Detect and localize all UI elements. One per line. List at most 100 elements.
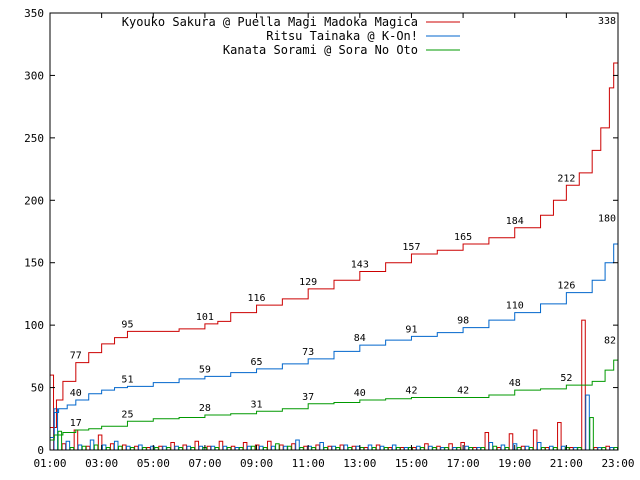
data-label: 52 — [560, 373, 572, 384]
lines-layer — [50, 27, 619, 441]
activity-bar — [283, 445, 288, 451]
data-label: 25 — [121, 409, 133, 420]
data-label: 126 — [557, 281, 575, 292]
activity-bar — [246, 445, 252, 451]
y-tick-label: 350 — [24, 7, 44, 20]
activity-bar — [291, 443, 296, 451]
activity-bar — [549, 445, 554, 451]
activity-bar — [295, 439, 300, 451]
activity-bar — [500, 444, 506, 451]
data-label: 184 — [506, 216, 524, 227]
activity-bar — [77, 444, 83, 451]
plot-border — [49, 12, 619, 451]
x-tick-label: 01:00 — [33, 457, 66, 470]
data-label: 40 — [354, 388, 366, 399]
activity-bar — [61, 443, 67, 451]
data-label: 17 — [70, 418, 82, 429]
activity-bar — [303, 445, 308, 451]
data-label: 165 — [454, 232, 472, 243]
data-label: 82 — [604, 336, 616, 347]
data-label: 77 — [70, 351, 82, 362]
activity-bar — [536, 442, 542, 451]
activity-bar — [424, 443, 429, 451]
data-label: 116 — [248, 293, 266, 304]
x-tick-label: 09:00 — [240, 457, 273, 470]
activity-bar — [206, 445, 212, 451]
activity-bar — [520, 445, 526, 451]
activity-bar — [436, 445, 441, 451]
activity-bar — [198, 445, 204, 451]
activity-bar — [524, 445, 530, 451]
data-label: 65 — [251, 357, 263, 368]
activity-bar — [122, 444, 127, 451]
data-label: 157 — [402, 242, 420, 253]
activity-bar — [109, 443, 115, 451]
axes-layer: 0 50 100 150 200 250 300 350 01:00 03:00 05:00 07:0… — [24, 7, 634, 470]
activity-bar — [448, 443, 453, 451]
activity-bar — [174, 445, 179, 451]
activity-bar — [162, 445, 167, 451]
activity-bar — [492, 445, 498, 451]
activity-bar — [391, 444, 397, 451]
activity-bar — [158, 445, 163, 451]
data-label: 28 — [199, 403, 211, 414]
labels-layer: 77 95 101 116 129 143 157 165 184 212 338 40 51 59 65 7… — [70, 16, 616, 429]
data-label: 110 — [506, 301, 524, 312]
data-label: 91 — [405, 324, 417, 335]
activity-bar — [230, 445, 236, 451]
activity-bar — [218, 440, 224, 451]
data-label: 73 — [302, 347, 314, 358]
y-tick-label: 50 — [31, 382, 44, 395]
activity-bar — [117, 445, 123, 451]
activity-bar — [250, 445, 256, 451]
activity-bar — [126, 445, 131, 451]
activity-bar — [93, 444, 99, 451]
activity-bar — [343, 444, 349, 451]
series-line — [50, 347, 619, 441]
x-tick-label: 07:00 — [188, 457, 221, 470]
x-tick-label: 05:00 — [137, 457, 170, 470]
activity-bar — [242, 442, 248, 451]
activity-bar — [557, 422, 562, 451]
y-tick-label: 150 — [24, 257, 44, 270]
activity-bar — [170, 442, 175, 451]
data-label: 84 — [354, 333, 366, 344]
activity-bar — [327, 445, 332, 451]
activity-bar — [561, 445, 566, 451]
activity-bar — [65, 440, 71, 451]
x-tick-label: 11:00 — [292, 457, 325, 470]
x-tick-label: 21:00 — [550, 457, 583, 470]
activity-bar — [279, 444, 284, 451]
legend-label: Ritsu Tainaka @ K-On! — [266, 29, 418, 43]
activity-bar — [267, 440, 272, 451]
activity-bar — [488, 442, 494, 451]
data-label: 101 — [196, 312, 214, 323]
activity-bar — [484, 432, 490, 451]
x-tick-label: 03:00 — [85, 457, 118, 470]
activity-bar — [194, 440, 200, 451]
activity-bar — [508, 433, 514, 451]
activity-bar — [589, 417, 594, 451]
activity-bar — [379, 445, 385, 451]
activity-bar — [605, 445, 610, 451]
data-label: 143 — [351, 259, 369, 270]
legend-label: Kyouko Sakura @ Puella Magi Madoka Magic… — [122, 15, 418, 29]
activity-bar — [85, 445, 91, 451]
y-tick-label: 200 — [24, 194, 44, 207]
data-label: 42 — [405, 386, 417, 397]
y-tick-label: 100 — [24, 319, 44, 332]
activity-bar — [138, 444, 143, 451]
data-label: 42 — [457, 386, 469, 397]
x-tick-label: 17:00 — [447, 457, 480, 470]
activity-bar — [49, 374, 55, 451]
activity-bar — [287, 445, 292, 451]
data-label: 212 — [557, 173, 575, 184]
data-label: 40 — [70, 388, 82, 399]
data-label: 180 — [598, 213, 616, 224]
x-tick-label: 19:00 — [498, 457, 531, 470]
activity-bar — [89, 439, 95, 451]
activity-bar — [375, 444, 381, 451]
legend-label: Kanata Sorami @ Sora No Oto — [223, 43, 418, 57]
activity-bar — [428, 445, 433, 451]
activity-bar — [182, 444, 187, 451]
